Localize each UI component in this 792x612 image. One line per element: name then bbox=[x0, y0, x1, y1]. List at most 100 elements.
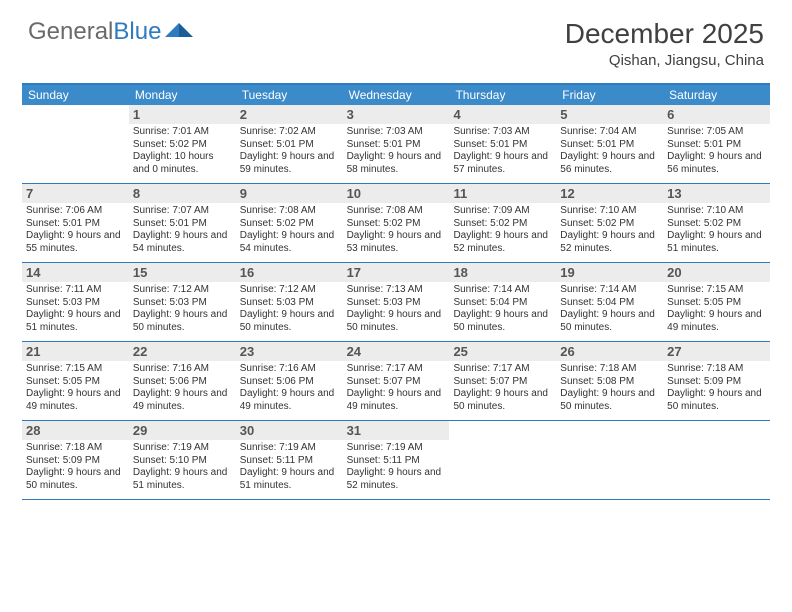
sunrise-text: Sunrise: 7:02 AM bbox=[240, 126, 339, 139]
daylight-text: Daylight: 9 hours and 52 minutes. bbox=[453, 230, 552, 255]
day-number: 4 bbox=[449, 105, 556, 124]
calendar-cell: 20Sunrise: 7:15 AMSunset: 5:05 PMDayligh… bbox=[663, 263, 770, 341]
calendar-cell bbox=[449, 421, 556, 499]
sunset-text: Sunset: 5:03 PM bbox=[133, 297, 232, 310]
sunrise-text: Sunrise: 7:01 AM bbox=[133, 126, 232, 139]
daylight-text: Daylight: 9 hours and 52 minutes. bbox=[560, 230, 659, 255]
sunrise-text: Sunrise: 7:08 AM bbox=[240, 205, 339, 218]
day-number: 14 bbox=[22, 263, 129, 282]
day-number: 5 bbox=[556, 105, 663, 124]
sunrise-text: Sunrise: 7:16 AM bbox=[133, 363, 232, 376]
sunrise-text: Sunrise: 7:19 AM bbox=[240, 442, 339, 455]
day-number: 15 bbox=[129, 263, 236, 282]
day-number: 28 bbox=[22, 421, 129, 440]
daylight-text: Daylight: 9 hours and 49 minutes. bbox=[240, 388, 339, 413]
logo-text-blue: Blue bbox=[113, 18, 161, 46]
sunrise-text: Sunrise: 7:11 AM bbox=[26, 284, 125, 297]
calendar-cell: 21Sunrise: 7:15 AMSunset: 5:05 PMDayligh… bbox=[22, 342, 129, 420]
dayhead-sunday: Sunday bbox=[22, 85, 129, 105]
day-number: 6 bbox=[663, 105, 770, 124]
day-number bbox=[449, 421, 556, 440]
calendar-cell: 7Sunrise: 7:06 AMSunset: 5:01 PMDaylight… bbox=[22, 184, 129, 262]
day-number: 21 bbox=[22, 342, 129, 361]
daylight-text: Daylight: 9 hours and 59 minutes. bbox=[240, 151, 339, 176]
week-row: 7Sunrise: 7:06 AMSunset: 5:01 PMDaylight… bbox=[22, 184, 770, 263]
daylight-text: Daylight: 9 hours and 51 minutes. bbox=[667, 230, 766, 255]
dayhead-friday: Friday bbox=[556, 85, 663, 105]
day-number: 31 bbox=[343, 421, 450, 440]
calendar-cell: 29Sunrise: 7:19 AMSunset: 5:10 PMDayligh… bbox=[129, 421, 236, 499]
sunset-text: Sunset: 5:02 PM bbox=[560, 218, 659, 231]
calendar-cell: 23Sunrise: 7:16 AMSunset: 5:06 PMDayligh… bbox=[236, 342, 343, 420]
sunrise-text: Sunrise: 7:14 AM bbox=[560, 284, 659, 297]
day-number: 26 bbox=[556, 342, 663, 361]
daylight-text: Daylight: 9 hours and 56 minutes. bbox=[667, 151, 766, 176]
sunrise-text: Sunrise: 7:19 AM bbox=[347, 442, 446, 455]
sunrise-text: Sunrise: 7:18 AM bbox=[667, 363, 766, 376]
calendar-cell: 5 Sunrise: 7:04 AMSunset: 5:01 PMDaylight… bbox=[556, 105, 663, 183]
sunset-text: Sunset: 5:09 PM bbox=[667, 376, 766, 389]
daylight-text: Daylight: 9 hours and 51 minutes. bbox=[26, 309, 125, 334]
sunrise-text: Sunrise: 7:04 AM bbox=[560, 126, 659, 139]
day-number bbox=[22, 105, 129, 124]
sunrise-text: Sunrise: 7:05 AM bbox=[667, 126, 766, 139]
location: Qishan, Jiangsu, China bbox=[565, 52, 764, 69]
sunset-text: Sunset: 5:07 PM bbox=[347, 376, 446, 389]
dayhead-wednesday: Wednesday bbox=[343, 85, 450, 105]
day-number: 17 bbox=[343, 263, 450, 282]
sunrise-text: Sunrise: 7:12 AM bbox=[133, 284, 232, 297]
sunset-text: Sunset: 5:10 PM bbox=[133, 455, 232, 468]
calendar-cell: 22Sunrise: 7:16 AMSunset: 5:06 PMDayligh… bbox=[129, 342, 236, 420]
daylight-text: Daylight: 9 hours and 49 minutes. bbox=[667, 309, 766, 334]
day-number: 13 bbox=[663, 184, 770, 203]
daylight-text: Daylight: 9 hours and 55 minutes. bbox=[26, 230, 125, 255]
day-number: 11 bbox=[449, 184, 556, 203]
sunrise-text: Sunrise: 7:14 AM bbox=[453, 284, 552, 297]
day-number: 18 bbox=[449, 263, 556, 282]
calendar-cell: 2Sunrise: 7:02 AMSunset: 5:01 PMDaylight… bbox=[236, 105, 343, 183]
calendar-cell: 25Sunrise: 7:17 AMSunset: 5:07 PMDayligh… bbox=[449, 342, 556, 420]
day-number: 7 bbox=[22, 184, 129, 203]
calendar: Sunday Monday Tuesday Wednesday Thursday… bbox=[22, 83, 770, 500]
month-title: December 2025 bbox=[565, 18, 764, 50]
sunset-text: Sunset: 5:05 PM bbox=[667, 297, 766, 310]
calendar-cell: 17Sunrise: 7:13 AMSunset: 5:03 PMDayligh… bbox=[343, 263, 450, 341]
sunset-text: Sunset: 5:03 PM bbox=[240, 297, 339, 310]
day-number: 1 bbox=[129, 105, 236, 124]
day-number: 2 bbox=[236, 105, 343, 124]
sunrise-text: Sunrise: 7:03 AM bbox=[347, 126, 446, 139]
sunset-text: Sunset: 5:01 PM bbox=[560, 139, 659, 152]
calendar-cell: 27Sunrise: 7:18 AMSunset: 5:09 PMDayligh… bbox=[663, 342, 770, 420]
sunset-text: Sunset: 5:01 PM bbox=[133, 218, 232, 231]
sunset-text: Sunset: 5:01 PM bbox=[667, 139, 766, 152]
calendar-cell: 12Sunrise: 7:10 AMSunset: 5:02 PMDayligh… bbox=[556, 184, 663, 262]
day-number: 24 bbox=[343, 342, 450, 361]
calendar-cell bbox=[22, 105, 129, 183]
sunset-text: Sunset: 5:01 PM bbox=[347, 139, 446, 152]
day-number: 30 bbox=[236, 421, 343, 440]
day-number: 3 bbox=[343, 105, 450, 124]
day-number: 25 bbox=[449, 342, 556, 361]
day-number: 20 bbox=[663, 263, 770, 282]
day-header-row: Sunday Monday Tuesday Wednesday Thursday… bbox=[22, 85, 770, 105]
calendar-cell: 18Sunrise: 7:14 AMSunset: 5:04 PMDayligh… bbox=[449, 263, 556, 341]
daylight-text: Daylight: 9 hours and 56 minutes. bbox=[560, 151, 659, 176]
calendar-cell: 31Sunrise: 7:19 AMSunset: 5:11 PMDayligh… bbox=[343, 421, 450, 499]
day-number: 29 bbox=[129, 421, 236, 440]
sunset-text: Sunset: 5:05 PM bbox=[26, 376, 125, 389]
week-row: 28Sunrise: 7:18 AMSunset: 5:09 PMDayligh… bbox=[22, 421, 770, 500]
daylight-text: Daylight: 9 hours and 49 minutes. bbox=[133, 388, 232, 413]
sunrise-text: Sunrise: 7:17 AM bbox=[453, 363, 552, 376]
daylight-text: Daylight: 9 hours and 50 minutes. bbox=[26, 467, 125, 492]
daylight-text: Daylight: 9 hours and 58 minutes. bbox=[347, 151, 446, 176]
sunrise-text: Sunrise: 7:08 AM bbox=[347, 205, 446, 218]
daylight-text: Daylight: 9 hours and 50 minutes. bbox=[133, 309, 232, 334]
sunrise-text: Sunrise: 7:10 AM bbox=[667, 205, 766, 218]
day-number: 9 bbox=[236, 184, 343, 203]
day-number: 10 bbox=[343, 184, 450, 203]
daylight-text: Daylight: 9 hours and 50 minutes. bbox=[240, 309, 339, 334]
dayhead-monday: Monday bbox=[129, 85, 236, 105]
sunset-text: Sunset: 5:07 PM bbox=[453, 376, 552, 389]
sunset-text: Sunset: 5:04 PM bbox=[560, 297, 659, 310]
daylight-text: Daylight: 9 hours and 57 minutes. bbox=[453, 151, 552, 176]
